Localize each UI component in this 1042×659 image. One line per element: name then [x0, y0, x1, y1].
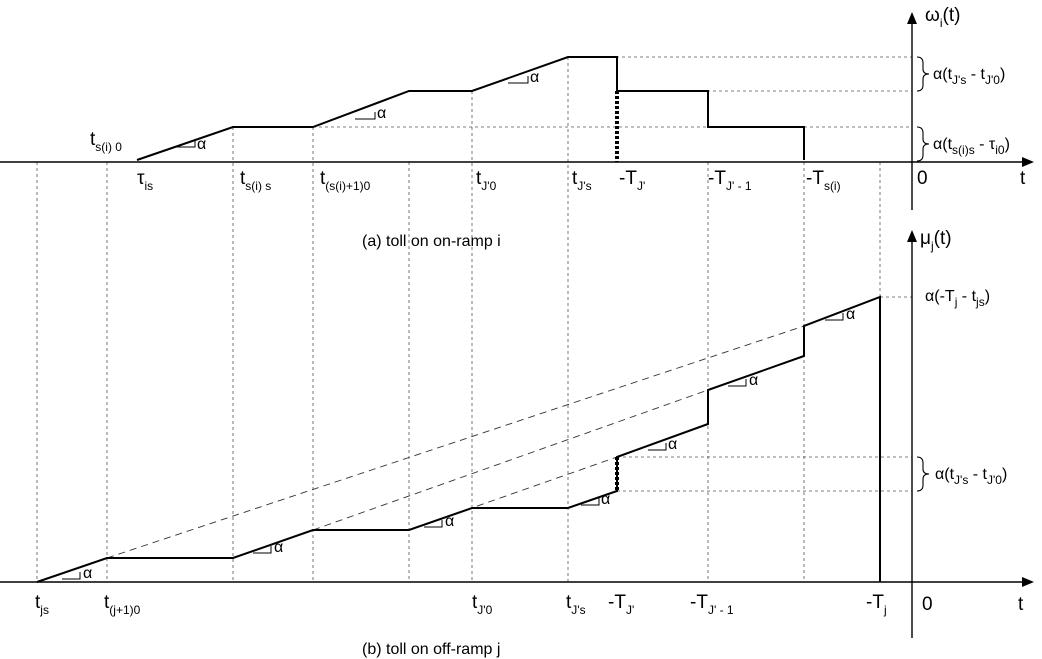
panel-a-y-label: ωi(t): [925, 5, 960, 30]
panel-b-alpha-1: α: [83, 565, 92, 582]
panel-b-alpha-2: α: [274, 539, 283, 556]
panel-a-y-arrow: [907, 12, 917, 24]
panel-b-brace-top-label: α(-Tj - tjs): [925, 288, 990, 309]
panel-a-x-label: t: [1020, 168, 1026, 189]
panel-b: α α α α α α α μj(t) t 0 tjs t(j+1)0 tJ'0…: [0, 228, 1034, 658]
label-t-j-prime-0: tJ'0: [476, 168, 497, 193]
panel-b-toll-curve: [36, 295, 881, 583]
panel-b-alpha-6: α: [749, 372, 758, 389]
label-t-s-i-plus-1-0: t(s(i)+1)0: [320, 168, 371, 193]
panel-a-brace-top: [916, 56, 930, 92]
panel-b-y-label: μj(t): [920, 228, 952, 253]
panel-a-origin: 0: [917, 168, 928, 189]
label-b-minus-T-j-prime: -TJ': [608, 592, 634, 617]
panel-b-brace-mid: [916, 456, 930, 492]
panel-b-x-arrow: [1022, 577, 1034, 587]
label-t-j-plus-1-0: t(j+1)0: [104, 592, 141, 617]
panel-b-dashed-line-1: [106, 325, 805, 559]
label-tau-is: τis: [137, 168, 153, 193]
panel-b-x-label: t: [1018, 594, 1024, 615]
label-t-s-i-s: ts(i) s: [240, 168, 271, 193]
panel-a-toll-curve: [136, 56, 805, 161]
panel-a-brace-bottom: [916, 126, 930, 162]
panel-b-origin: 0: [922, 594, 933, 615]
panel-a-x-arrow: [1022, 157, 1034, 167]
label-b-minus-T-j-prime-minus-1: -TJ' - 1: [690, 592, 734, 617]
guide-lines: [36, 56, 912, 582]
panel-a-brace-top-label: α(tJ's - tJ'0): [933, 66, 1005, 87]
label-minus-T-j-prime-minus-1: -TJ' - 1: [708, 168, 752, 193]
panel-b-alpha-4: α: [601, 491, 610, 508]
panel-b-alpha-5: α: [668, 436, 677, 453]
panel-b-caption: (b) toll on off-ramp j: [362, 641, 500, 658]
panel-b-dashed-line-2: [312, 389, 709, 531]
panel-a-caption: (a) toll on on-ramp i: [362, 233, 501, 250]
panel-a-alpha-1: α: [197, 136, 206, 153]
panel-b-alpha-3: α: [445, 513, 454, 530]
panel-a-alpha-3: α: [530, 69, 539, 86]
label-minus-T-j: -Tj: [866, 592, 887, 617]
label-b-t-j-prime-s: tJ's: [566, 592, 586, 617]
panel-b-y-arrow: [907, 230, 917, 242]
panel-a-brace-bottom-label: α(ts(i)s - τi0): [933, 136, 1010, 157]
panel-b-brace-mid-label: α(tJ's - tJ'0): [935, 466, 1007, 487]
label-t-s-i-0: ts(i) 0: [90, 129, 122, 154]
panel-a: α α α ωi(t) t 0 ts(i) 0 τis ts(i) s t(s(…: [0, 5, 1034, 250]
label-minus-T-j-prime: -TJ': [619, 168, 645, 193]
panel-b-alpha-7: α: [846, 306, 855, 323]
label-minus-T-s-i: -Ts(i): [806, 168, 841, 193]
panel-a-alpha-2: α: [377, 105, 386, 122]
label-t-js: tjs: [35, 592, 49, 617]
label-t-j-prime-s: tJ's: [572, 168, 592, 193]
label-b-t-j-prime-0: tJ'0: [472, 592, 493, 617]
